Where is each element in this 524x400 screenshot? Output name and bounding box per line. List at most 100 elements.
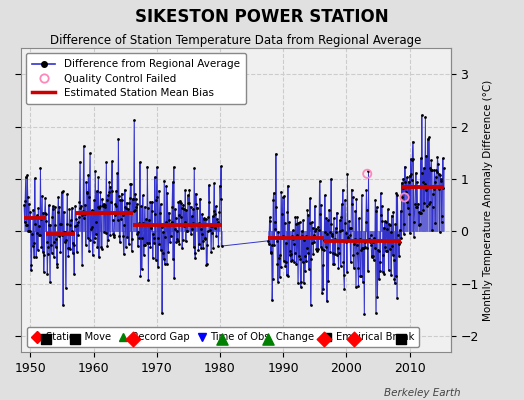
Point	[160, 261, 169, 267]
Point	[394, 192, 402, 198]
Point	[275, 255, 283, 262]
Point	[159, 229, 167, 235]
Point	[29, 206, 37, 213]
Point	[384, 267, 392, 274]
Point	[208, 222, 216, 229]
Point	[370, 235, 378, 241]
Point	[165, 216, 173, 223]
Point	[20, 219, 29, 225]
Point	[125, 241, 133, 248]
Point	[134, 243, 142, 250]
Point	[302, 258, 311, 264]
Point	[362, 219, 370, 225]
Point	[173, 238, 182, 244]
Point	[428, 167, 436, 173]
Point	[137, 266, 146, 272]
Point	[320, 237, 329, 244]
Point	[36, 165, 45, 171]
Point	[342, 239, 350, 246]
Point	[192, 190, 200, 197]
Point	[378, 218, 386, 224]
Point	[280, 193, 288, 200]
Point	[216, 196, 225, 202]
Point	[48, 214, 56, 220]
Point	[303, 207, 312, 214]
Point	[177, 200, 185, 206]
Point	[201, 236, 209, 242]
Point	[100, 200, 108, 207]
Point	[403, 174, 411, 181]
Point	[53, 209, 62, 215]
Point	[198, 211, 206, 217]
Point	[166, 238, 174, 245]
Point	[72, 210, 80, 216]
Point	[104, 192, 112, 198]
Point	[337, 201, 346, 207]
Point	[57, 189, 66, 195]
Point	[333, 252, 342, 258]
Point	[67, 217, 75, 223]
Point	[364, 168, 373, 174]
Point	[128, 236, 136, 242]
Point	[370, 245, 379, 251]
Point	[359, 244, 367, 251]
Point	[332, 228, 341, 235]
Point	[387, 212, 396, 219]
Point	[274, 278, 282, 285]
Point	[288, 233, 296, 240]
Point	[328, 233, 336, 239]
Point	[379, 252, 387, 258]
Point	[84, 172, 93, 178]
Point	[212, 203, 220, 210]
Point	[315, 227, 323, 233]
Point	[271, 151, 280, 157]
Point	[107, 188, 116, 194]
Point	[386, 246, 394, 252]
Point	[119, 251, 128, 258]
Point	[215, 221, 223, 228]
Point	[389, 209, 397, 216]
Point	[351, 208, 359, 214]
Point	[138, 235, 146, 241]
Point	[376, 268, 384, 274]
Point	[56, 248, 64, 255]
Point	[389, 257, 398, 263]
Point	[21, 198, 29, 204]
Point	[143, 164, 151, 170]
Point	[50, 239, 58, 246]
Point	[346, 259, 355, 266]
Point	[308, 240, 316, 246]
Point	[368, 252, 376, 259]
Point	[153, 194, 161, 200]
Point	[204, 228, 212, 234]
Point	[143, 240, 151, 246]
Point	[39, 268, 48, 275]
Point	[383, 248, 391, 254]
Point	[299, 217, 308, 224]
Point	[175, 241, 183, 247]
Point	[424, 136, 432, 142]
Point	[309, 224, 317, 231]
Point	[398, 180, 406, 186]
Point	[331, 251, 340, 257]
Point	[279, 258, 288, 264]
Point	[292, 261, 301, 268]
Point	[399, 175, 408, 182]
Point	[416, 210, 424, 217]
Point	[406, 172, 414, 179]
Point	[400, 194, 409, 200]
Point	[69, 242, 78, 248]
Point	[27, 267, 35, 274]
Point	[313, 246, 322, 253]
Point	[290, 259, 299, 266]
Y-axis label: Monthly Temperature Anomaly Difference (°C): Monthly Temperature Anomaly Difference (…	[483, 79, 493, 321]
Point	[265, 218, 274, 224]
Point	[26, 208, 35, 215]
Point	[302, 233, 310, 240]
Point	[361, 239, 369, 246]
Point	[47, 241, 55, 248]
Point	[42, 218, 50, 225]
Point	[155, 188, 163, 194]
Point	[112, 202, 120, 209]
Point	[356, 273, 365, 279]
